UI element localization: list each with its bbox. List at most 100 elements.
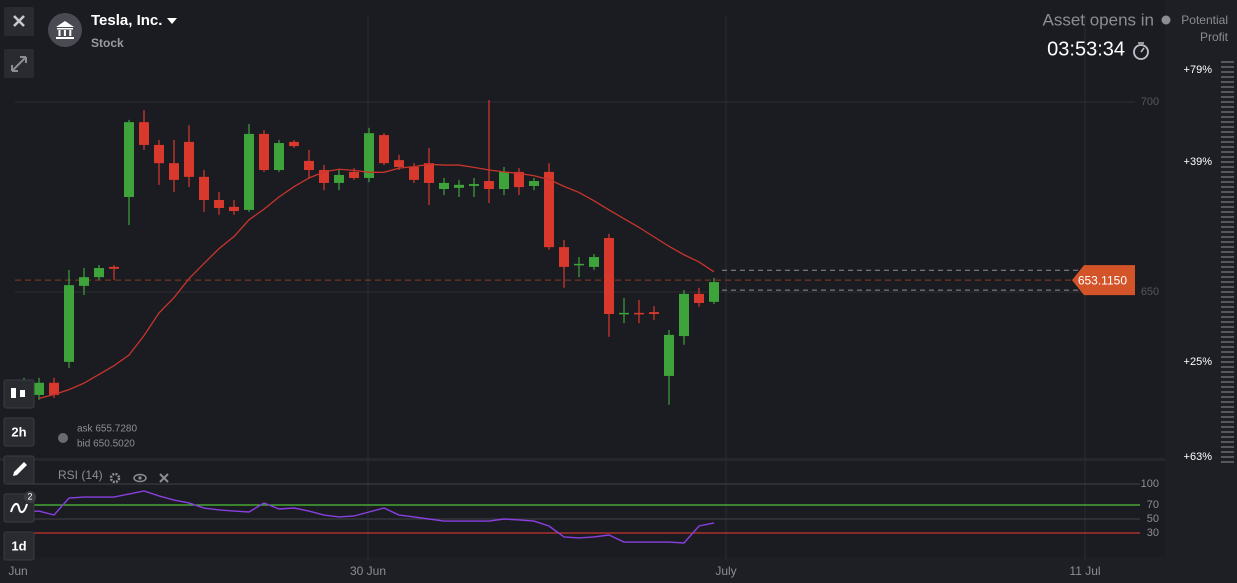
candle-body — [259, 133, 269, 171]
pencil-icon — [13, 462, 27, 476]
profit-label: Profit — [1200, 30, 1229, 44]
candle-body — [634, 312, 644, 315]
candle-body — [514, 171, 524, 188]
candle-body — [544, 171, 554, 248]
candle-body — [409, 166, 419, 180]
x-tick-label: 11 Jul — [1069, 564, 1100, 578]
period-button[interactable] — [3, 417, 35, 447]
timeframe-label: 1d — [11, 538, 26, 553]
rsi-tick-label: 100 — [1141, 478, 1159, 490]
candle-body — [109, 266, 119, 269]
candle-body — [304, 160, 314, 171]
candle-body — [364, 133, 374, 178]
candle-body — [604, 238, 614, 315]
stopwatch-hand — [1140, 47, 1145, 53]
help-icon[interactable] — [1161, 15, 1171, 25]
rsi-tick-label: 70 — [1147, 499, 1159, 511]
candle-body — [424, 163, 434, 183]
rsi-pane — [0, 461, 1165, 557]
candle-body — [709, 282, 719, 302]
candle-body — [154, 144, 164, 164]
candle-body — [484, 181, 494, 190]
help-icon[interactable] — [58, 433, 68, 443]
profit-ruler — [1221, 61, 1234, 463]
x-tick-label: Jun — [8, 564, 27, 578]
rsi-tick-label: 50 — [1147, 513, 1159, 525]
candle-body — [589, 257, 599, 267]
stopwatch-icon — [1133, 44, 1149, 60]
asset-title[interactable]: Tesla, Inc. — [91, 12, 162, 29]
rsi-line — [23, 490, 715, 544]
candle-body — [49, 382, 59, 395]
chart-type-button[interactable] — [3, 379, 35, 409]
timer-value: 03:53:34 — [1047, 38, 1125, 60]
x-tick-label: 30 Jun — [350, 564, 386, 578]
candle-body — [274, 143, 284, 171]
pane-divider — [0, 458, 1165, 461]
indicator-icon — [10, 502, 28, 514]
asset-subtitle: Stock — [91, 36, 124, 50]
price-badge — [1072, 265, 1135, 296]
x-tick-label: July — [715, 564, 736, 578]
candle-body — [394, 160, 404, 167]
candle-body — [94, 268, 104, 278]
candle-body — [664, 334, 674, 376]
chart-type-icon — [20, 390, 25, 397]
candle-body — [574, 263, 584, 266]
close-icon — [13, 15, 25, 27]
candle-body — [349, 171, 359, 178]
candle-body — [379, 135, 389, 164]
timeframe-button[interactable] — [3, 531, 35, 561]
candle-body — [334, 174, 344, 183]
candle-body — [289, 141, 299, 147]
candle-body — [244, 133, 254, 210]
candle-body — [79, 277, 89, 286]
y-tick-label: 650 — [1141, 286, 1159, 298]
candle-body — [139, 122, 149, 145]
candle-body — [679, 293, 689, 337]
profit-label: +25% — [1184, 356, 1213, 368]
period-label: 2h — [11, 424, 26, 439]
candle-body — [499, 171, 509, 190]
candle-body — [64, 285, 74, 362]
price-pane — [0, 0, 1165, 458]
profit-label: Potential — [1181, 13, 1228, 27]
profit-label: +39% — [1184, 156, 1213, 168]
candle-body — [184, 141, 194, 177]
settings-icon[interactable] — [109, 472, 121, 484]
ask-label: ask 655.7280 — [77, 424, 137, 435]
profit-label: +63% — [1184, 451, 1213, 463]
candle-body — [529, 181, 539, 186]
candle-body — [319, 170, 329, 183]
y-tick-label: 700 — [1141, 96, 1159, 108]
candle-body — [229, 206, 239, 212]
collapse-icon — [11, 56, 27, 72]
plot: 700 650 Jun 30 Jun July 11 Jul +79% +39% +25% +63… — [8, 64, 1212, 578]
candle-body — [559, 247, 569, 267]
candle-body — [694, 293, 704, 303]
bank-icon — [56, 21, 74, 39]
visibility-icon[interactable] — [133, 473, 147, 483]
rsi-title: RSI (14) — [58, 468, 103, 482]
candle-body — [469, 184, 479, 186]
moving-average — [38, 163, 715, 399]
candle-body — [124, 122, 134, 197]
remove-icon[interactable] — [159, 473, 169, 483]
candle-body — [214, 200, 224, 209]
timer-label: Asset opens in — [1042, 10, 1154, 29]
candle-body — [199, 176, 209, 201]
dropdown-arrow[interactable] — [167, 18, 177, 24]
rsi-tick-label: 30 — [1147, 527, 1159, 539]
chart-type-icon — [11, 388, 16, 398]
candle-body — [439, 182, 449, 190]
bid-label: bid 650.5020 — [77, 439, 135, 450]
indicator-badge — [24, 491, 36, 503]
visibility-icon-pupil — [138, 476, 142, 480]
indicator-count: 2 — [27, 491, 32, 501]
candle-body — [169, 163, 179, 180]
candle-body — [619, 312, 629, 315]
profit-label: +79% — [1184, 64, 1213, 76]
price-badge-label: 653.1150 — [1078, 273, 1127, 287]
